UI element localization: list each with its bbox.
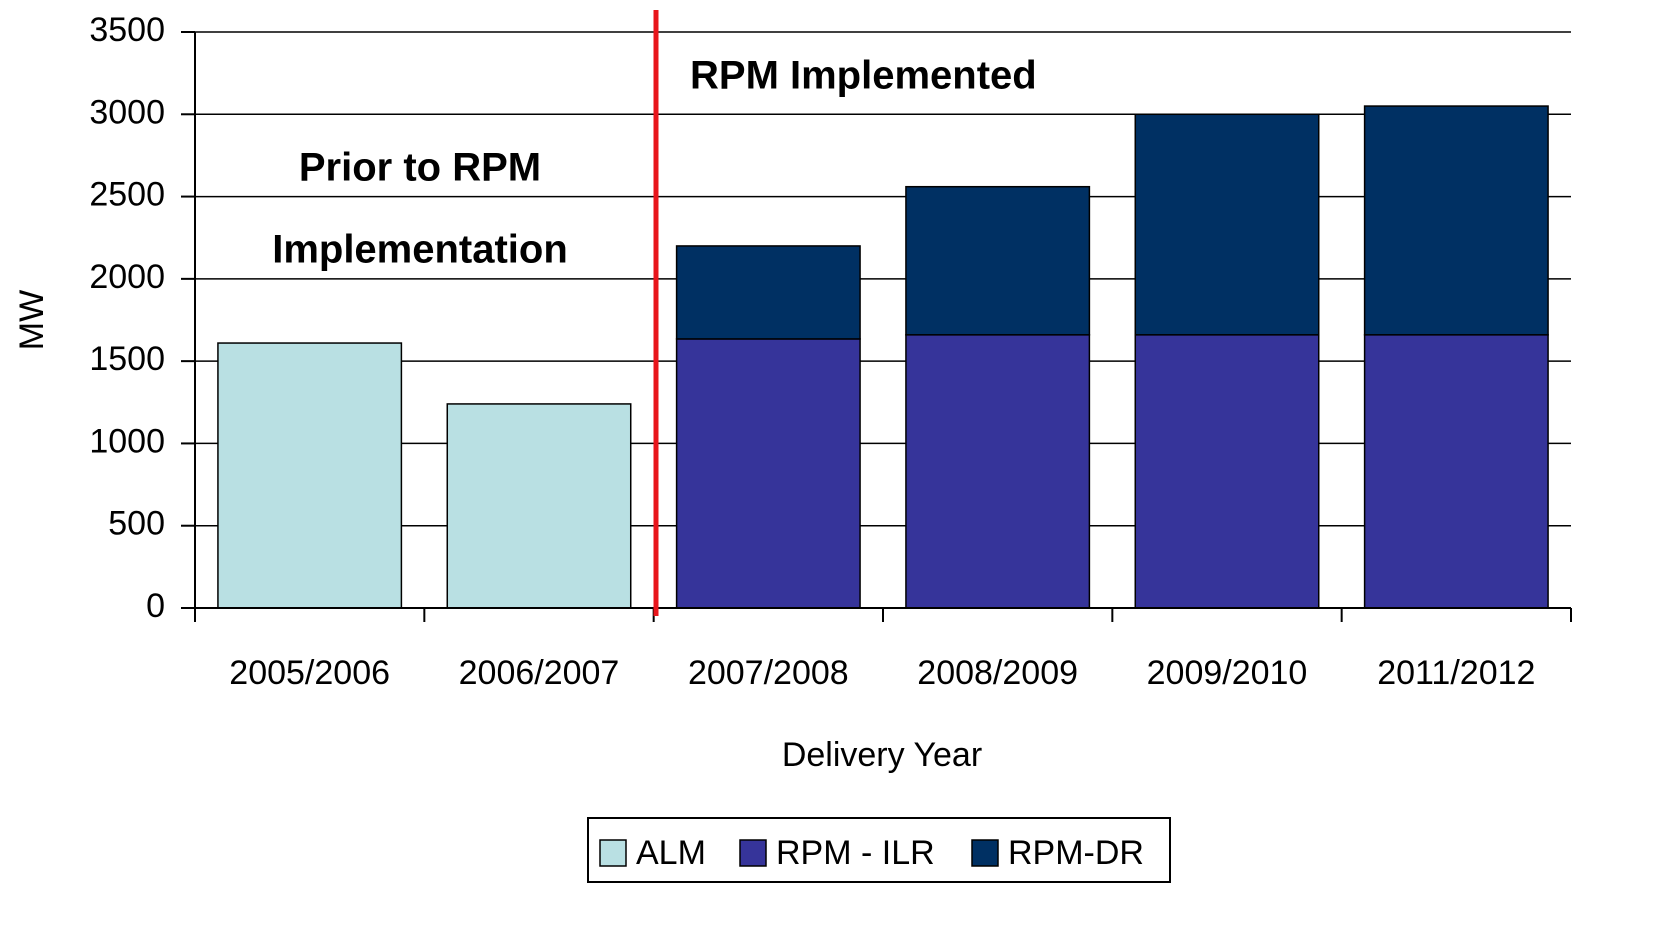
bar-segment: [217, 342, 403, 609]
bar-segment: [1134, 334, 1320, 609]
legend-swatch: [599, 839, 627, 867]
bar-segment: [905, 185, 1091, 336]
legend-swatch: [971, 839, 999, 867]
legend-box: [587, 817, 1171, 883]
legend-label: ALM: [636, 834, 706, 872]
y-tick-label: 3500: [89, 11, 165, 49]
legend-label: RPM - ILR: [776, 834, 935, 872]
y-tick-label: 3000: [89, 93, 165, 131]
bar-segment: [446, 403, 632, 609]
bar-segment: [1134, 113, 1320, 336]
legend-label: RPM-DR: [1008, 834, 1144, 872]
y-tick-label: 2000: [89, 258, 165, 296]
x-tick-label: 2011/2012: [1377, 654, 1535, 692]
y-tick-label: 500: [108, 505, 165, 543]
x-axis-title: Delivery Year: [782, 736, 982, 774]
annotation: Implementation: [272, 228, 568, 272]
bar-segment: [675, 338, 861, 609]
y-tick-label: 1500: [89, 340, 165, 378]
bar-segment: [1363, 105, 1549, 336]
annotation: RPM Implemented: [690, 54, 1037, 98]
legend-swatch: [739, 839, 767, 867]
x-tick-label: 2009/2010: [1147, 654, 1308, 692]
bar-segment: [1363, 334, 1549, 609]
annotation: Prior to RPM: [299, 146, 541, 190]
y-tick-label: 0: [146, 587, 165, 625]
y-tick-label: 1000: [89, 422, 165, 460]
x-tick-label: 2007/2008: [688, 654, 849, 692]
bar-segment: [905, 334, 1091, 609]
y-axis-title: MW: [13, 290, 51, 350]
x-tick-label: 2008/2009: [917, 654, 1078, 692]
x-tick-label: 2006/2007: [459, 654, 620, 692]
bar-segment: [675, 245, 861, 340]
x-tick-label: 2005/2006: [229, 654, 390, 692]
y-tick-label: 2500: [89, 176, 165, 214]
